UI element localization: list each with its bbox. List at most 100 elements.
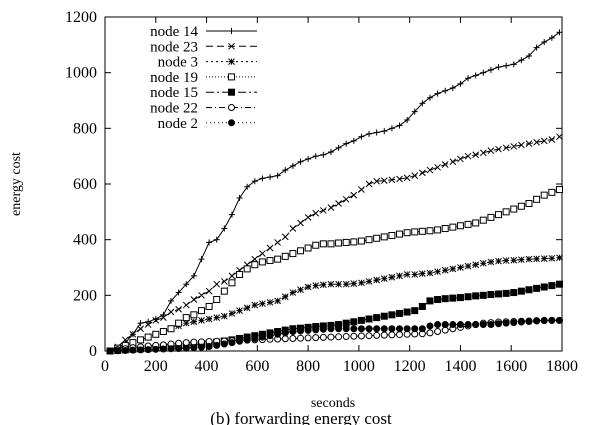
data-point-node-19 (144, 333, 152, 341)
data-point-node-15 (388, 311, 396, 319)
data-point-node-14 (289, 162, 296, 169)
figure-caption: (b) forwarding energy cost (210, 409, 392, 425)
data-point-node-14 (274, 172, 281, 179)
data-point-node-2 (350, 325, 358, 333)
data-point-node-3 (266, 298, 274, 306)
data-point-node-15 (456, 294, 464, 302)
data-point-node-3 (297, 286, 304, 294)
legend-label: node 19 (150, 70, 198, 86)
data-point-node-15 (365, 315, 373, 323)
legend-marker (228, 58, 235, 65)
data-point-node-15 (357, 316, 365, 324)
data-point-node-3 (449, 265, 457, 273)
data-point-node-19 (495, 211, 503, 219)
data-point-node-3 (419, 270, 426, 277)
legend-label: node 23 (150, 39, 198, 55)
y-tick-label: 0 (89, 343, 97, 360)
data-point-node-3 (289, 289, 297, 296)
data-point-node-14 (282, 167, 289, 174)
data-point-node-2 (365, 325, 373, 333)
data-point-node-23 (403, 174, 411, 182)
data-point-node-19 (479, 216, 487, 224)
data-point-node-15 (472, 292, 480, 300)
data-point-node-15 (502, 289, 510, 297)
data-point-node-3 (457, 264, 464, 271)
data-point-node-3 (358, 279, 365, 287)
data-point-node-19 (365, 236, 373, 244)
data-point-node-23 (312, 209, 320, 217)
data-point-node-3 (327, 280, 335, 288)
data-point-node-2 (373, 325, 381, 333)
data-point-node-15 (426, 297, 434, 305)
data-point-node-23 (358, 186, 365, 193)
data-point-node-3 (426, 269, 434, 277)
data-point-node-23 (281, 233, 289, 241)
data-point-node-23 (495, 145, 502, 153)
data-point-node-14 (533, 44, 540, 51)
data-point-node-15 (350, 318, 358, 326)
data-point-node-22 (304, 334, 312, 342)
data-point-node-2 (243, 336, 251, 344)
legend-entry-node-22: node 22 (150, 101, 257, 117)
data-point-node-2 (555, 316, 563, 324)
series-node-14 (107, 29, 563, 354)
data-point-node-3 (274, 297, 281, 305)
data-point-node-19 (228, 279, 236, 287)
data-point-node-22 (365, 332, 373, 340)
data-point-node-19 (411, 228, 419, 236)
x-tick-label: 1200 (394, 358, 426, 375)
data-point-node-15 (396, 309, 404, 317)
data-point-node-14 (381, 128, 388, 135)
data-point-node-19 (388, 231, 396, 239)
data-point-node-22 (388, 331, 396, 339)
data-point-node-19 (197, 307, 205, 315)
x-tick-label: 200 (144, 358, 168, 375)
data-point-node-2 (517, 318, 525, 326)
legend-marker (228, 42, 235, 50)
data-point-node-19 (281, 252, 289, 260)
data-point-node-2 (479, 321, 487, 329)
data-point-node-19 (243, 265, 251, 273)
data-point-node-23 (396, 175, 403, 183)
data-point-node-14 (190, 272, 197, 279)
data-point-node-14 (175, 289, 182, 296)
data-point-node-19 (335, 239, 343, 247)
data-point-node-22 (296, 334, 304, 342)
data-point-node-23 (556, 133, 563, 141)
data-point-node-23 (175, 305, 182, 313)
data-point-node-19 (540, 191, 548, 199)
data-point-node-19 (319, 240, 327, 248)
data-point-node-23 (160, 314, 167, 321)
data-point-node-23 (228, 272, 236, 280)
data-point-node-19 (517, 202, 525, 210)
data-point-node-2 (121, 346, 129, 354)
data-point-node-19 (380, 233, 388, 241)
data-point-node-2 (296, 327, 304, 335)
data-point-node-23 (540, 137, 548, 145)
data-point-node-23 (198, 291, 205, 299)
data-point-node-19 (304, 244, 312, 252)
data-point-node-3 (335, 280, 342, 288)
data-point-node-2 (411, 325, 419, 333)
data-point-node-14 (487, 66, 494, 73)
data-point-node-2 (274, 330, 282, 338)
data-point-node-3 (228, 310, 236, 317)
data-point-node-15 (510, 289, 518, 297)
data-point-node-2 (159, 345, 167, 353)
x-axis-label: seconds (311, 396, 355, 411)
data-point-node-23 (274, 239, 281, 246)
data-point-node-2 (540, 317, 548, 325)
data-point-node-2 (205, 343, 213, 351)
data-point-node-3 (479, 259, 487, 267)
data-point-node-19 (525, 199, 533, 207)
data-point-node-2 (449, 321, 457, 329)
data-point-node-23 (502, 144, 510, 152)
data-point-node-14 (541, 39, 548, 46)
data-point-node-23 (426, 166, 434, 174)
legend-label: node 2 (158, 116, 198, 132)
data-point-node-23 (525, 140, 533, 147)
data-point-node-22 (350, 332, 358, 340)
data-point-node-2 (319, 325, 327, 333)
data-point-node-2 (289, 328, 297, 336)
data-point-node-2 (434, 321, 442, 329)
